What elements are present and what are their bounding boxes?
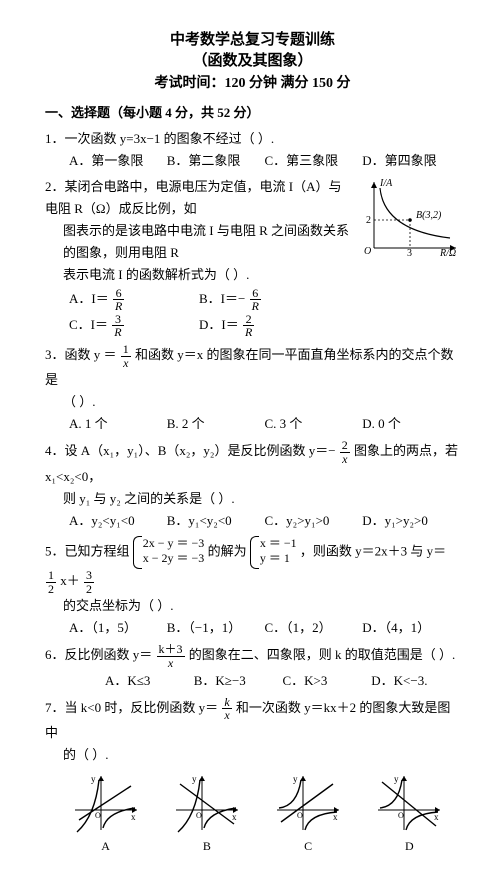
svg-text:O: O bbox=[95, 811, 101, 820]
question-5: 5．已知方程组 2x − y ＝ −3 x − 2y ＝ −3 的解为 x ＝ … bbox=[45, 536, 460, 639]
q3-opt-b: B. 2 个 bbox=[167, 413, 265, 435]
q5-opt-a: A．（1，5） bbox=[69, 617, 167, 639]
q2-graph: B(3,2) I/A R/Ω 2 3 O bbox=[360, 178, 460, 256]
q6-opt-c: C．K>3 bbox=[283, 670, 372, 692]
q7-graph-c: xy O C bbox=[273, 772, 343, 856]
q6-opt-b: B．K≥−3 bbox=[194, 670, 283, 692]
question-7: 7．当 k<0 时，反比例函数 y＝ kx 和一次函数 y＝kx＋2 的图象大致… bbox=[45, 696, 460, 857]
q5-opt-d: D．（4，1） bbox=[362, 617, 460, 639]
exam-page: { "title_line1": "中考数学总复习专题训练", "title_l… bbox=[0, 0, 500, 876]
svg-text:y: y bbox=[293, 774, 298, 784]
q1-opt-b: B．第二象限 bbox=[167, 150, 265, 172]
q4-opt-b: B．y₁<y₂<0 bbox=[167, 510, 265, 532]
svg-text:2: 2 bbox=[366, 215, 371, 226]
q1-opt-a: A．第一象限 bbox=[69, 150, 167, 172]
q4-opt-d: D．y₁>y₂>0 bbox=[362, 510, 460, 532]
q5-opt-c: C．（1，2） bbox=[265, 617, 363, 639]
q2-opt-d: D．I＝ 2R bbox=[199, 313, 329, 339]
q7-graph-d: xy O D bbox=[374, 772, 444, 856]
q5-opt-b: B．（−1，1） bbox=[167, 617, 265, 639]
q2-line3: 表示电流 I 的函数解析式为（ ）. bbox=[45, 264, 460, 286]
q2-opt-a: A．I＝ 6R bbox=[69, 287, 199, 313]
q4-opt-a: A．y₂<y₁<0 bbox=[69, 510, 167, 532]
svg-text:x: x bbox=[131, 812, 136, 822]
svg-text:O: O bbox=[398, 811, 404, 820]
svg-text:y: y bbox=[394, 774, 399, 784]
svg-text:y: y bbox=[192, 774, 197, 784]
title-line2: （函数及其图象） bbox=[45, 51, 460, 72]
title-line3: 考试时间：120 分钟 满分 150 分 bbox=[45, 72, 460, 96]
svg-text:x: x bbox=[434, 812, 439, 822]
q1-text: 1．一次函数 y=3x−1 的图象不经过（ ）. bbox=[45, 128, 460, 150]
q3-opt-a: A. 1 个 bbox=[69, 413, 167, 435]
q6-opt-a: A．K≤3 bbox=[105, 670, 194, 692]
svg-text:B(3,2): B(3,2) bbox=[416, 210, 442, 221]
title-line1: 中考数学总复习专题训练 bbox=[45, 30, 460, 51]
section-1-heading: 一、选择题（每小题 4 分，共 52 分） bbox=[45, 102, 460, 124]
q1-opt-d: D．第四象限 bbox=[362, 150, 460, 172]
q7-graph-b: xy O B bbox=[172, 772, 242, 856]
q3-opt-d: D. 0 个 bbox=[362, 413, 460, 435]
question-1: 1．一次函数 y=3x−1 的图象不经过（ ）. A．第一象限 B．第二象限 C… bbox=[45, 128, 460, 172]
svg-text:y: y bbox=[91, 774, 96, 784]
q2-opt-b: B．I＝− 6R bbox=[199, 287, 329, 313]
svg-text:R/Ω: R/Ω bbox=[439, 248, 456, 256]
svg-text:O: O bbox=[297, 811, 303, 820]
svg-text:I/A: I/A bbox=[379, 178, 393, 189]
q6-opt-d: D．K<−3. bbox=[371, 670, 460, 692]
svg-text:O: O bbox=[196, 811, 202, 820]
question-2: B(3,2) I/A R/Ω 2 3 O 2．某闭合电路中，电源电压为定值，电流… bbox=[45, 176, 460, 339]
svg-text:O: O bbox=[364, 246, 371, 256]
question-6: 6．反比例函数 y＝ k＋3x 的图象在二、四象限，则 k 的取值范围是（ ）.… bbox=[45, 643, 460, 691]
question-4: 4．设 A（x₁，y₁）、B（x₂，y₂）是反比例函数 y＝− 2x 图象上的两… bbox=[45, 439, 460, 531]
q4-opt-c: C．y₂>y₁>0 bbox=[265, 510, 363, 532]
q7-graph-a: xy O A bbox=[71, 772, 141, 856]
q2-opt-c: C．I＝ 3R bbox=[69, 313, 199, 339]
q3-opt-c: C. 3 个 bbox=[265, 413, 363, 435]
q1-opt-c: C．第三象限 bbox=[265, 150, 363, 172]
svg-text:3: 3 bbox=[407, 248, 412, 256]
svg-text:x: x bbox=[333, 812, 338, 822]
svg-text:x: x bbox=[232, 812, 237, 822]
question-3: 3．函数 y ＝ 1x 和函数 y＝x 的图象在同一平面直角坐标系内的交点个数是… bbox=[45, 343, 460, 435]
